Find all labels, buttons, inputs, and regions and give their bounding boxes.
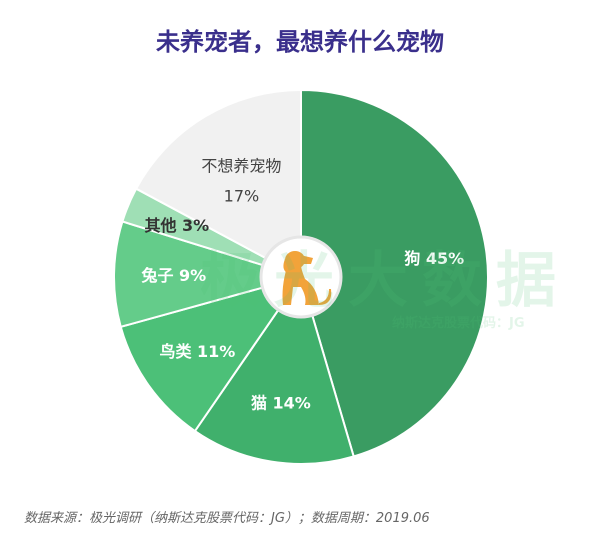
pie-slice-0 (300, 88, 489, 458)
slice-label: 不想养宠物 (201, 157, 281, 176)
pie-slice-3 (113, 220, 305, 329)
chart-title: 未养宠者，最想养什么宠物 (156, 28, 444, 56)
data-source: 数据来源：极光调研（纳斯达克股票代码：JG）；数据周期：2019.06 (24, 511, 430, 526)
slice-value-label: 17% (224, 187, 260, 206)
pie-slice-5 (134, 88, 302, 279)
watermark-logo: 极光大数据 (200, 246, 570, 316)
pie-slice-2 (119, 275, 304, 433)
slice-label: 鸟类 11% (159, 342, 235, 361)
pie-slice-1 (193, 274, 355, 465)
dog-icon (282, 251, 332, 305)
slice-label: 兔子 9% (140, 266, 206, 285)
slice-label: 其他 3% (144, 216, 209, 235)
slice-label: 猫 14% (251, 394, 311, 413)
watermark-sub: 纳斯达克股票代码：JG (392, 316, 525, 331)
slice-label: 狗 45% (404, 249, 464, 268)
